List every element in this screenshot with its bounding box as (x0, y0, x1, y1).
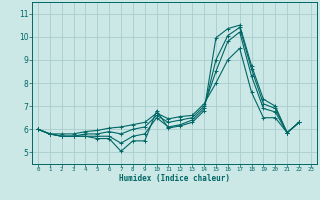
X-axis label: Humidex (Indice chaleur): Humidex (Indice chaleur) (119, 174, 230, 183)
